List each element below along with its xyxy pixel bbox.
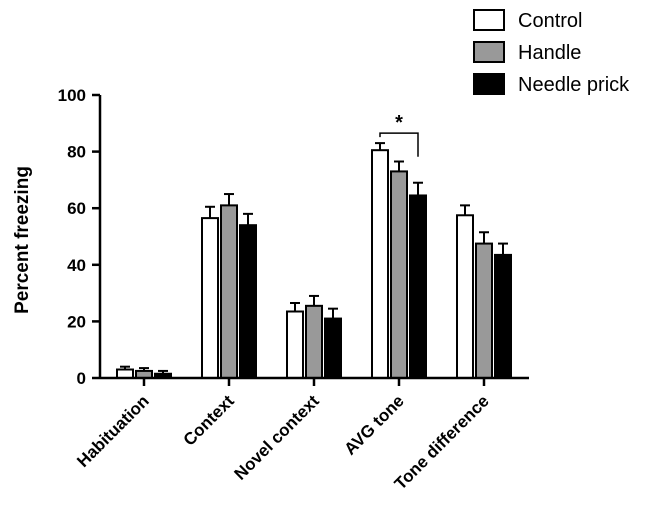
x-tick-label-novel-context: Novel context <box>231 391 323 483</box>
bar-control-3 <box>371 149 389 379</box>
significance-star: * <box>395 112 403 134</box>
bar-handle-4 <box>475 242 493 379</box>
y-tick-label: 100 <box>58 86 86 105</box>
annotations-group: * <box>379 112 419 157</box>
x-tick-label-avg-tone: AVG tone <box>341 391 408 458</box>
x-tick-label-context: Context <box>180 391 238 449</box>
bar-control-1 <box>201 217 219 379</box>
bar-handle-3 <box>390 170 408 379</box>
legend-label-control: Control <box>518 10 582 32</box>
bar-needle-prick-1 <box>239 224 257 379</box>
bar-control-4 <box>456 214 474 379</box>
legend-label-needle-prick: Needle prick <box>518 74 630 96</box>
legend-swatch-control <box>473 9 505 31</box>
bars-group <box>116 149 512 380</box>
y-tick-label: 40 <box>67 256 86 275</box>
legend-swatch-handle <box>473 41 505 63</box>
bar-needle-prick-4 <box>494 253 512 380</box>
bar-needle-prick-3 <box>409 194 427 379</box>
bar-control-0 <box>116 368 134 380</box>
y-tick-label: 0 <box>77 369 86 388</box>
x-tick-label-tone-difference: Tone difference <box>391 391 493 493</box>
x-tick-label-habituation: Habituation <box>73 391 153 471</box>
significance-bracket <box>379 132 419 157</box>
y-axis: 0 20 40 60 80 100 <box>58 86 102 388</box>
y-axis-label: Percent freezing <box>12 166 33 314</box>
legend: Control Handle Needle prick <box>473 9 630 96</box>
bar-control-2 <box>286 310 304 379</box>
y-tick-label: 20 <box>67 312 86 331</box>
bar-needle-prick-2 <box>324 317 342 380</box>
bar-handle-2 <box>305 304 323 379</box>
bar-handle-1 <box>220 204 238 379</box>
y-tick-label: 80 <box>67 143 86 162</box>
legend-swatch-needle-prick <box>473 73 505 95</box>
y-tick-label: 60 <box>67 199 86 218</box>
error-bars-group <box>120 142 508 374</box>
legend-label-handle: Handle <box>518 42 581 64</box>
